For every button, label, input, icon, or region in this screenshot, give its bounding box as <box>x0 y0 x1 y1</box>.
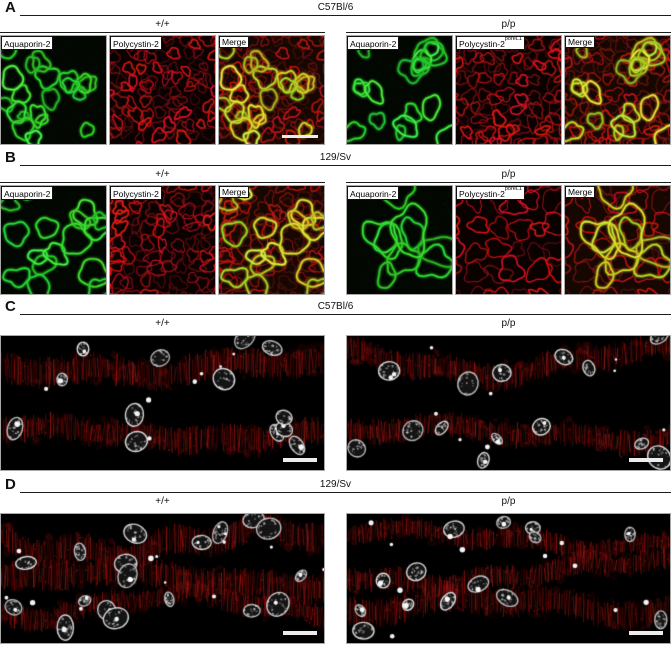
genotype-row: +/+ p/p <box>0 168 671 183</box>
genotype-row: +/+ p/p <box>0 18 671 33</box>
genotype-label: p/p <box>346 168 671 183</box>
strain-label: C57Bl/6 <box>317 2 354 13</box>
micrograph-merge: Merge <box>564 35 671 145</box>
strain-label: 129/Sv <box>319 479 352 490</box>
micrograph-canvas <box>109 35 216 145</box>
channel-label: Polycystin-2 <box>110 186 162 200</box>
channel-label: Merge <box>565 186 596 198</box>
micrograph-canvas <box>346 35 453 145</box>
micrograph-polycystin: Polycystin-2 <box>109 185 216 295</box>
panel-c-header: C C57Bl/6 <box>0 299 671 315</box>
micrograph-canvas <box>455 185 562 295</box>
genotype-row: +/+ p/p <box>0 317 671 332</box>
genotype-label: p/p <box>346 18 671 33</box>
micrograph-polycystin: Polycystin-2poreL1 <box>455 185 562 295</box>
header-rule <box>20 314 671 315</box>
panel-b-images: Aquaporin-2 Polycystin-2 Merge Aquaporin… <box>0 185 671 295</box>
genotype-label: p/p <box>501 318 516 329</box>
scale-bar <box>283 458 317 462</box>
scale-bar <box>282 135 318 138</box>
genotype-label: +/+ <box>155 318 170 329</box>
panel-c-images <box>0 335 671 471</box>
panel-letter: D <box>5 476 16 493</box>
micrograph-merge: Merge <box>218 185 325 295</box>
micrograph-tissue <box>346 335 671 471</box>
micrograph-aquaporin: Aquaporin-2 <box>0 185 107 295</box>
panel-d: D 129/Sv +/+ p/p <box>0 477 671 644</box>
micrograph-aquaporin: Aquaporin-2 <box>346 185 453 295</box>
header-rule <box>20 165 671 166</box>
micrograph-canvas <box>218 185 325 295</box>
channel-label: Polycystin-2 <box>110 36 162 50</box>
scale-bar <box>283 631 317 635</box>
panel-a-header: A C57Bl/6 <box>0 0 671 16</box>
panel-a: A C57Bl/6 +/+ p/p Aquaporin-2 Polycystin… <box>0 0 671 145</box>
micrograph-canvas <box>455 35 562 145</box>
panel-d-images <box>0 513 671 644</box>
micrograph-canvas <box>109 185 216 295</box>
panel-b: B 129/Sv +/+ p/p Aquaporin-2 Polycystin-… <box>0 150 671 295</box>
strain-label: C57Bl/6 <box>317 301 354 312</box>
channel-label: Polycystin-2poreL1 <box>456 36 525 50</box>
micrograph-merge: Merge <box>564 185 671 295</box>
header-rule <box>20 492 671 493</box>
group-wildtype: Aquaporin-2 Polycystin-2 Merge <box>0 185 325 295</box>
micrograph-merge: Merge <box>218 35 325 145</box>
channel-label: Merge <box>219 186 250 198</box>
genotype-label: +/+ <box>155 496 170 507</box>
group-wildtype: Aquaporin-2 Polycystin-2 Merge <box>0 35 325 145</box>
genotype-row: +/+ p/p <box>0 495 671 510</box>
header-rule <box>20 15 671 16</box>
genotype-label: +/+ <box>0 18 325 33</box>
micrograph-tissue <box>346 513 671 644</box>
micrograph-canvas <box>218 35 325 145</box>
micrograph-aquaporin: Aquaporin-2 <box>0 35 107 145</box>
micrograph-tissue <box>0 335 325 471</box>
micrograph-tissue <box>0 513 325 644</box>
scale-bar <box>629 458 663 462</box>
micrograph-aquaporin: Aquaporin-2 <box>346 35 453 145</box>
micrograph-canvas <box>346 185 453 295</box>
group-mutant: Aquaporin-2 Polycystin-2poreL1 Merge <box>346 35 671 145</box>
channel-label: Merge <box>565 36 596 48</box>
micrograph-canvas <box>0 185 107 295</box>
channel-label: Polycystin-2poreL1 <box>456 186 525 200</box>
genotype-label: +/+ <box>0 168 325 183</box>
channel-label: Merge <box>219 36 250 48</box>
panel-c: C C57Bl/6 +/+ p/p <box>0 299 671 471</box>
micrograph-canvas <box>346 335 671 471</box>
micrograph-canvas <box>0 513 325 644</box>
genotype-label: p/p <box>501 496 516 507</box>
panel-d-header: D 129/Sv <box>0 477 671 493</box>
channel-label: Aquaporin-2 <box>347 186 400 200</box>
panel-letter: B <box>5 149 16 166</box>
micrograph-polycystin: Polycystin-2poreL1 <box>455 35 562 145</box>
micrograph-canvas <box>564 185 671 295</box>
panel-a-images: Aquaporin-2 Polycystin-2 Merge Aquaporin… <box>0 35 671 145</box>
scale-bar <box>629 631 663 635</box>
micrograph-canvas <box>346 513 671 644</box>
channel-label: Aquaporin-2 <box>1 36 54 50</box>
panel-letter: A <box>5 0 16 16</box>
micrograph-canvas <box>0 335 325 471</box>
panel-letter: C <box>5 298 16 315</box>
group-mutant: Aquaporin-2 Polycystin-2poreL1 Merge <box>346 185 671 295</box>
micrograph-polycystin: Polycystin-2 <box>109 35 216 145</box>
panel-b-header: B 129/Sv <box>0 150 671 166</box>
strain-label: 129/Sv <box>319 152 352 163</box>
micrograph-canvas <box>564 35 671 145</box>
micrograph-canvas <box>0 35 107 145</box>
channel-label: Aquaporin-2 <box>347 36 400 50</box>
channel-label: Aquaporin-2 <box>1 186 54 200</box>
